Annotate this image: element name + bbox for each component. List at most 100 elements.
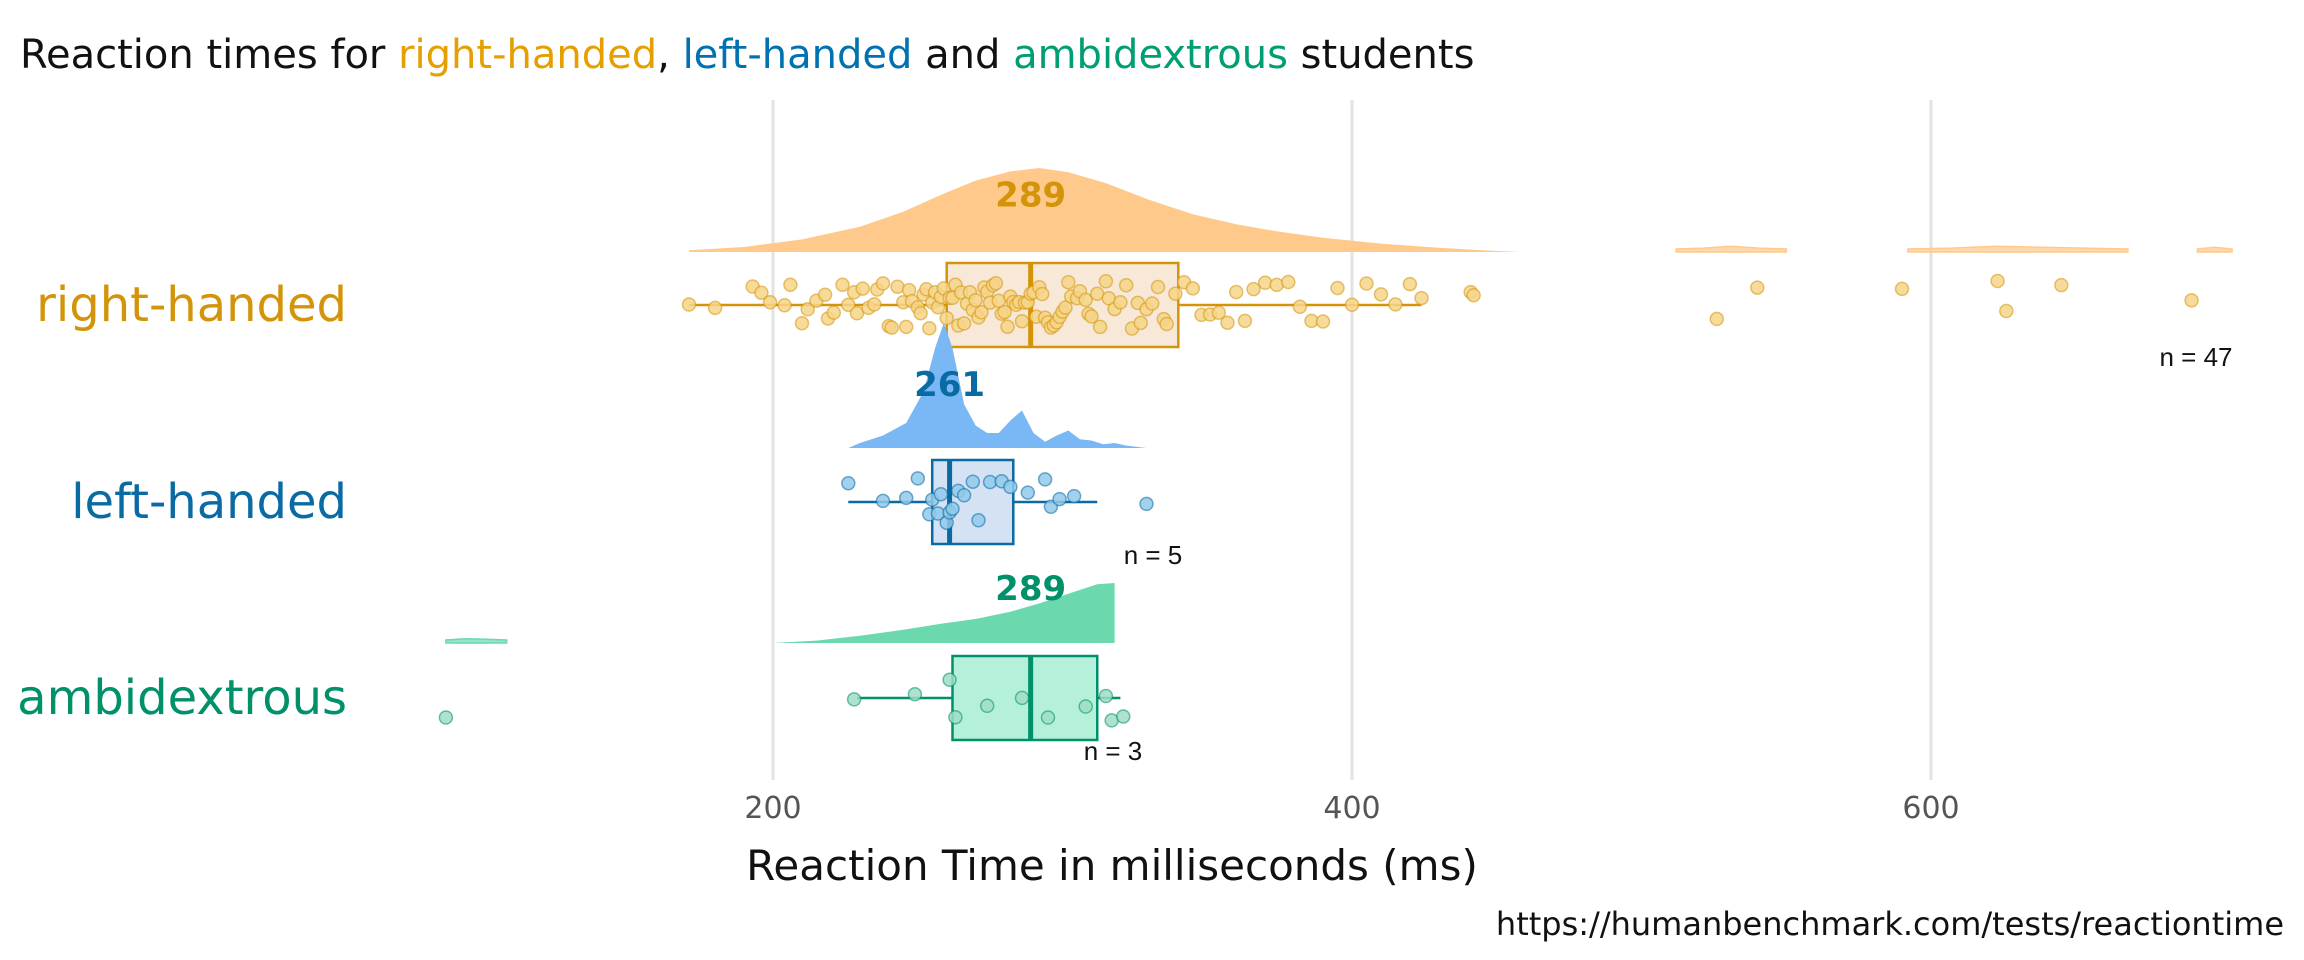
data-point [800, 302, 815, 317]
data-point [1113, 294, 1128, 310]
median-label: 289 [995, 176, 1066, 216]
data-point [884, 320, 899, 335]
data-point [1098, 274, 1114, 289]
median-label: 289 [995, 569, 1066, 609]
data-point [1220, 315, 1235, 330]
data-point [913, 305, 928, 321]
data-point [1373, 287, 1389, 302]
group-label: ambidextrous [17, 670, 347, 726]
data-point [1000, 319, 1015, 335]
data-point [2184, 293, 2199, 308]
title-part: students [1288, 32, 1474, 78]
density-tail [1907, 245, 2129, 253]
data-point [1388, 297, 1403, 312]
data-point [1003, 479, 1018, 495]
group-label: left-handed [71, 474, 347, 530]
data-point [1211, 305, 1227, 320]
data-point [922, 321, 937, 336]
data-point [1330, 280, 1345, 296]
data-point [1359, 276, 1374, 291]
data-point [1078, 699, 1093, 714]
median-label: 261 [914, 365, 985, 405]
data-point [1118, 278, 1134, 293]
data-point [1315, 314, 1331, 329]
data-point [2054, 277, 2069, 293]
data-point [1999, 303, 2014, 319]
groups-layer: right-handed 289 n = 47 left-handed 261 n = 5… [17, 168, 2233, 766]
data-point [826, 305, 842, 320]
data-point [1133, 315, 1148, 331]
gridlines [771, 100, 1933, 780]
x-axis-label: Reaction Time in milliseconds (ms) [746, 841, 1478, 890]
data-point [968, 293, 983, 308]
density-curve [773, 583, 1115, 643]
data-point [1058, 300, 1073, 315]
data-point [1185, 281, 1201, 296]
data-point [1098, 688, 1114, 704]
data-point [1168, 286, 1183, 301]
data-point [988, 276, 1004, 291]
data-point [817, 287, 833, 302]
data-point [898, 490, 914, 506]
x-tick-label: 400 [1323, 791, 1380, 826]
group-ambidextrous: ambidextrous 289 n = 3 [17, 569, 1142, 766]
title-part: and [912, 32, 1013, 78]
data-point [942, 672, 957, 688]
data-point [907, 686, 923, 702]
n-label: n = 3 [1084, 736, 1143, 766]
data-point [1078, 292, 1093, 308]
x-tick-label: 200 [744, 791, 801, 826]
data-point [971, 513, 986, 528]
title-part: left-handed [683, 32, 913, 78]
data-point [777, 298, 792, 313]
data-point [1246, 281, 1261, 297]
data-point [1139, 496, 1154, 512]
data-point [1281, 274, 1296, 290]
title-part: ambidextrous [1013, 32, 1288, 78]
data-point [762, 295, 778, 310]
data-point [933, 486, 949, 502]
title-part: right-handed [398, 32, 657, 78]
data-point [841, 297, 856, 313]
data-point [1020, 485, 1036, 500]
data-point [438, 710, 454, 725]
x-tick-label: 600 [1902, 791, 1959, 826]
data-point [754, 285, 769, 300]
data-point [1257, 275, 1273, 291]
data-point [1894, 281, 1910, 297]
data-point [1144, 296, 1160, 311]
data-point [1037, 472, 1053, 487]
data-point [707, 300, 723, 316]
density-curve [848, 323, 1147, 448]
n-label: n = 47 [2159, 342, 2232, 372]
data-point [1990, 273, 2005, 289]
data-point [1014, 313, 1030, 329]
data-point [1159, 316, 1174, 332]
source-caption: https://humanbenchmark.com/tests/reactio… [1496, 905, 2284, 943]
data-point [1014, 690, 1030, 706]
data-point [1084, 309, 1099, 324]
title-part: Reaction times for [20, 32, 398, 78]
data-point [1092, 319, 1108, 335]
data-point [956, 316, 972, 331]
density-tail [445, 637, 508, 644]
data-point [997, 304, 1012, 320]
data-point [974, 305, 989, 320]
data-point [948, 709, 963, 725]
data-point [783, 277, 798, 293]
data-point [841, 475, 856, 491]
data-point [1466, 287, 1481, 303]
data-point [1709, 311, 1725, 327]
data-point [1061, 274, 1076, 290]
density-curve [689, 168, 1520, 252]
data-point [794, 315, 810, 331]
n-label: n = 5 [1124, 540, 1183, 570]
density-tail [1675, 245, 1788, 253]
data-point [1750, 280, 1765, 295]
data-point [875, 493, 891, 509]
group-label: right-handed [36, 277, 347, 333]
data-point [849, 306, 865, 321]
data-point [910, 471, 926, 486]
data-point [1344, 297, 1360, 312]
data-point [945, 501, 960, 516]
